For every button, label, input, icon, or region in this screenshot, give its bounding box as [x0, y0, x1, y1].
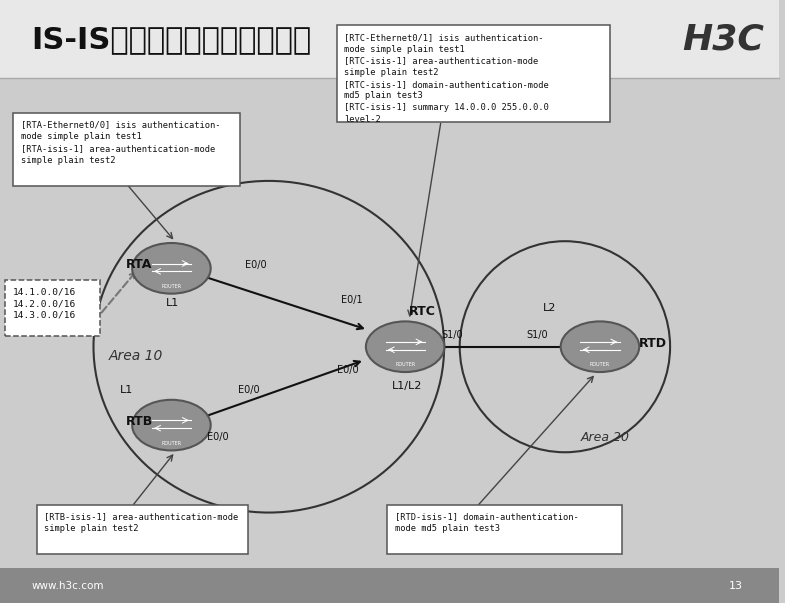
- Text: RTC: RTC: [409, 305, 436, 318]
- Text: ROUTER: ROUTER: [590, 362, 610, 367]
- Text: [RTD-isis-1] domain-authentication-
mode md5 plain test3: [RTD-isis-1] domain-authentication- mode…: [395, 513, 579, 533]
- Ellipse shape: [132, 243, 210, 294]
- FancyBboxPatch shape: [387, 505, 622, 554]
- Text: E0/0: E0/0: [238, 385, 259, 395]
- Text: RTA: RTA: [126, 258, 152, 271]
- Text: 13: 13: [728, 581, 743, 590]
- FancyBboxPatch shape: [37, 505, 248, 554]
- FancyBboxPatch shape: [0, 568, 780, 603]
- Text: [RTB-isis-1] area-authentication-mode
simple plain test2: [RTB-isis-1] area-authentication-mode si…: [45, 513, 239, 533]
- Text: [RTC-Ethernet0/1] isis authentication-
mode simple plain test1
[RTC-isis-1] area: [RTC-Ethernet0/1] isis authentication- m…: [345, 33, 550, 124]
- Text: E0/0: E0/0: [246, 260, 267, 270]
- Text: ROUTER: ROUTER: [395, 362, 415, 367]
- FancyBboxPatch shape: [337, 25, 610, 122]
- Text: E0/1: E0/1: [341, 295, 363, 305]
- FancyBboxPatch shape: [13, 113, 240, 186]
- Text: E0/0: E0/0: [337, 365, 358, 374]
- Text: [RTA-Ethernet0/0] isis authentication-
mode simple plain test1
[RTA-isis-1] area: [RTA-Ethernet0/0] isis authentication- m…: [21, 121, 221, 165]
- Ellipse shape: [132, 400, 210, 450]
- Text: RTB: RTB: [126, 415, 154, 428]
- Text: L2: L2: [542, 303, 556, 312]
- Text: S1/0: S1/0: [526, 330, 548, 340]
- Text: L1: L1: [166, 298, 180, 308]
- Ellipse shape: [366, 321, 444, 372]
- FancyBboxPatch shape: [5, 280, 100, 336]
- Text: H3C: H3C: [682, 22, 764, 56]
- Text: IS-IS路由验证和聚合配置示例: IS-IS路由验证和聚合配置示例: [31, 25, 312, 54]
- Text: L1/L2: L1/L2: [392, 381, 422, 391]
- Text: Area 20: Area 20: [580, 431, 630, 444]
- Text: 14.1.0.0/16
14.2.0.0/16
14.3.0.0/16: 14.1.0.0/16 14.2.0.0/16 14.3.0.0/16: [13, 288, 76, 320]
- Text: ROUTER: ROUTER: [162, 441, 181, 446]
- Text: www.h3c.com: www.h3c.com: [31, 581, 104, 590]
- Text: RTD: RTD: [639, 336, 667, 350]
- FancyBboxPatch shape: [0, 0, 780, 78]
- Text: L1: L1: [119, 385, 133, 395]
- Text: E0/0: E0/0: [207, 432, 229, 442]
- Text: S1/0: S1/0: [441, 330, 462, 340]
- Text: ROUTER: ROUTER: [162, 284, 181, 289]
- Ellipse shape: [560, 321, 639, 372]
- Text: Area 10: Area 10: [109, 349, 163, 363]
